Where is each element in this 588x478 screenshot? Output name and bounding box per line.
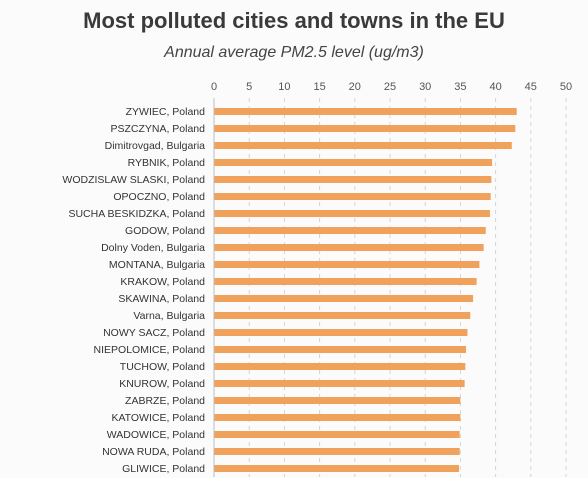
x-tick-label: 20 <box>349 81 361 93</box>
bar <box>214 448 460 455</box>
x-tick-label: 40 <box>489 81 501 93</box>
bar <box>214 329 468 336</box>
bar <box>214 312 471 319</box>
x-tick-label: 50 <box>560 81 572 93</box>
bar <box>214 465 459 472</box>
bar <box>214 193 491 200</box>
bar <box>214 159 493 166</box>
chart-subtitle: Annual average PM2.5 level (ug/m3) <box>164 44 424 61</box>
category-label: Dimitrovgad, Bulgaria <box>105 140 206 152</box>
category-label: SUCHA BESKIDZKA, Poland <box>68 208 205 220</box>
x-tick-label: 30 <box>419 81 431 93</box>
bar <box>214 176 492 183</box>
bar <box>214 261 480 268</box>
bar <box>214 244 484 251</box>
bar <box>214 142 512 149</box>
bar <box>214 125 516 132</box>
category-label: MONTANA, Bulgaria <box>109 259 205 271</box>
bar <box>214 108 517 115</box>
category-label: KNUROW, Poland <box>119 378 205 390</box>
category-label: PSZCZYNA, Poland <box>110 123 205 135</box>
bar <box>214 295 474 302</box>
x-tick-label: 10 <box>278 81 290 93</box>
category-label: Dolny Voden, Bulgaria <box>101 242 205 254</box>
category-label: NOWY SACZ, Poland <box>103 327 205 339</box>
category-label: RYBNIK, Poland <box>128 157 206 169</box>
bar <box>214 227 486 234</box>
bar <box>214 363 466 370</box>
category-label: NOWA RUDA, Poland <box>102 446 205 458</box>
bar <box>214 278 477 285</box>
bar <box>214 380 465 387</box>
bar <box>214 431 460 438</box>
category-label: Varna, Bulgaria <box>133 310 205 322</box>
category-label: ZYWIEC, Poland <box>126 106 206 118</box>
category-label: TUCHOW, Poland <box>120 361 205 373</box>
bar <box>214 414 461 421</box>
category-label: ZABRZE, Poland <box>125 395 205 407</box>
chart-title: Most polluted cities and towns in the EU <box>83 8 505 33</box>
x-tick-label: 45 <box>525 81 537 93</box>
bar <box>214 397 461 404</box>
category-label: WODZISLAW SLASKI, Poland <box>62 174 205 186</box>
category-label: OPOCZNO, Poland <box>113 191 205 203</box>
x-tick-label: 25 <box>384 81 396 93</box>
x-tick-label: 5 <box>246 81 252 93</box>
category-label: KATOWICE, Poland <box>111 412 205 424</box>
category-label: WADOWICE, Poland <box>107 429 205 441</box>
bar <box>214 346 467 353</box>
category-label: SKAWINA, Poland <box>118 293 205 305</box>
category-label: GLIWICE, Poland <box>122 463 205 475</box>
category-label: NIEPOLOMICE, Poland <box>94 344 206 356</box>
bar <box>214 210 490 217</box>
x-tick-label: 0 <box>211 81 217 93</box>
x-tick-label: 35 <box>454 81 466 93</box>
category-label: KRAKOW, Poland <box>120 276 205 288</box>
x-tick-label: 15 <box>313 81 325 93</box>
category-label: GODOW, Poland <box>125 225 205 237</box>
